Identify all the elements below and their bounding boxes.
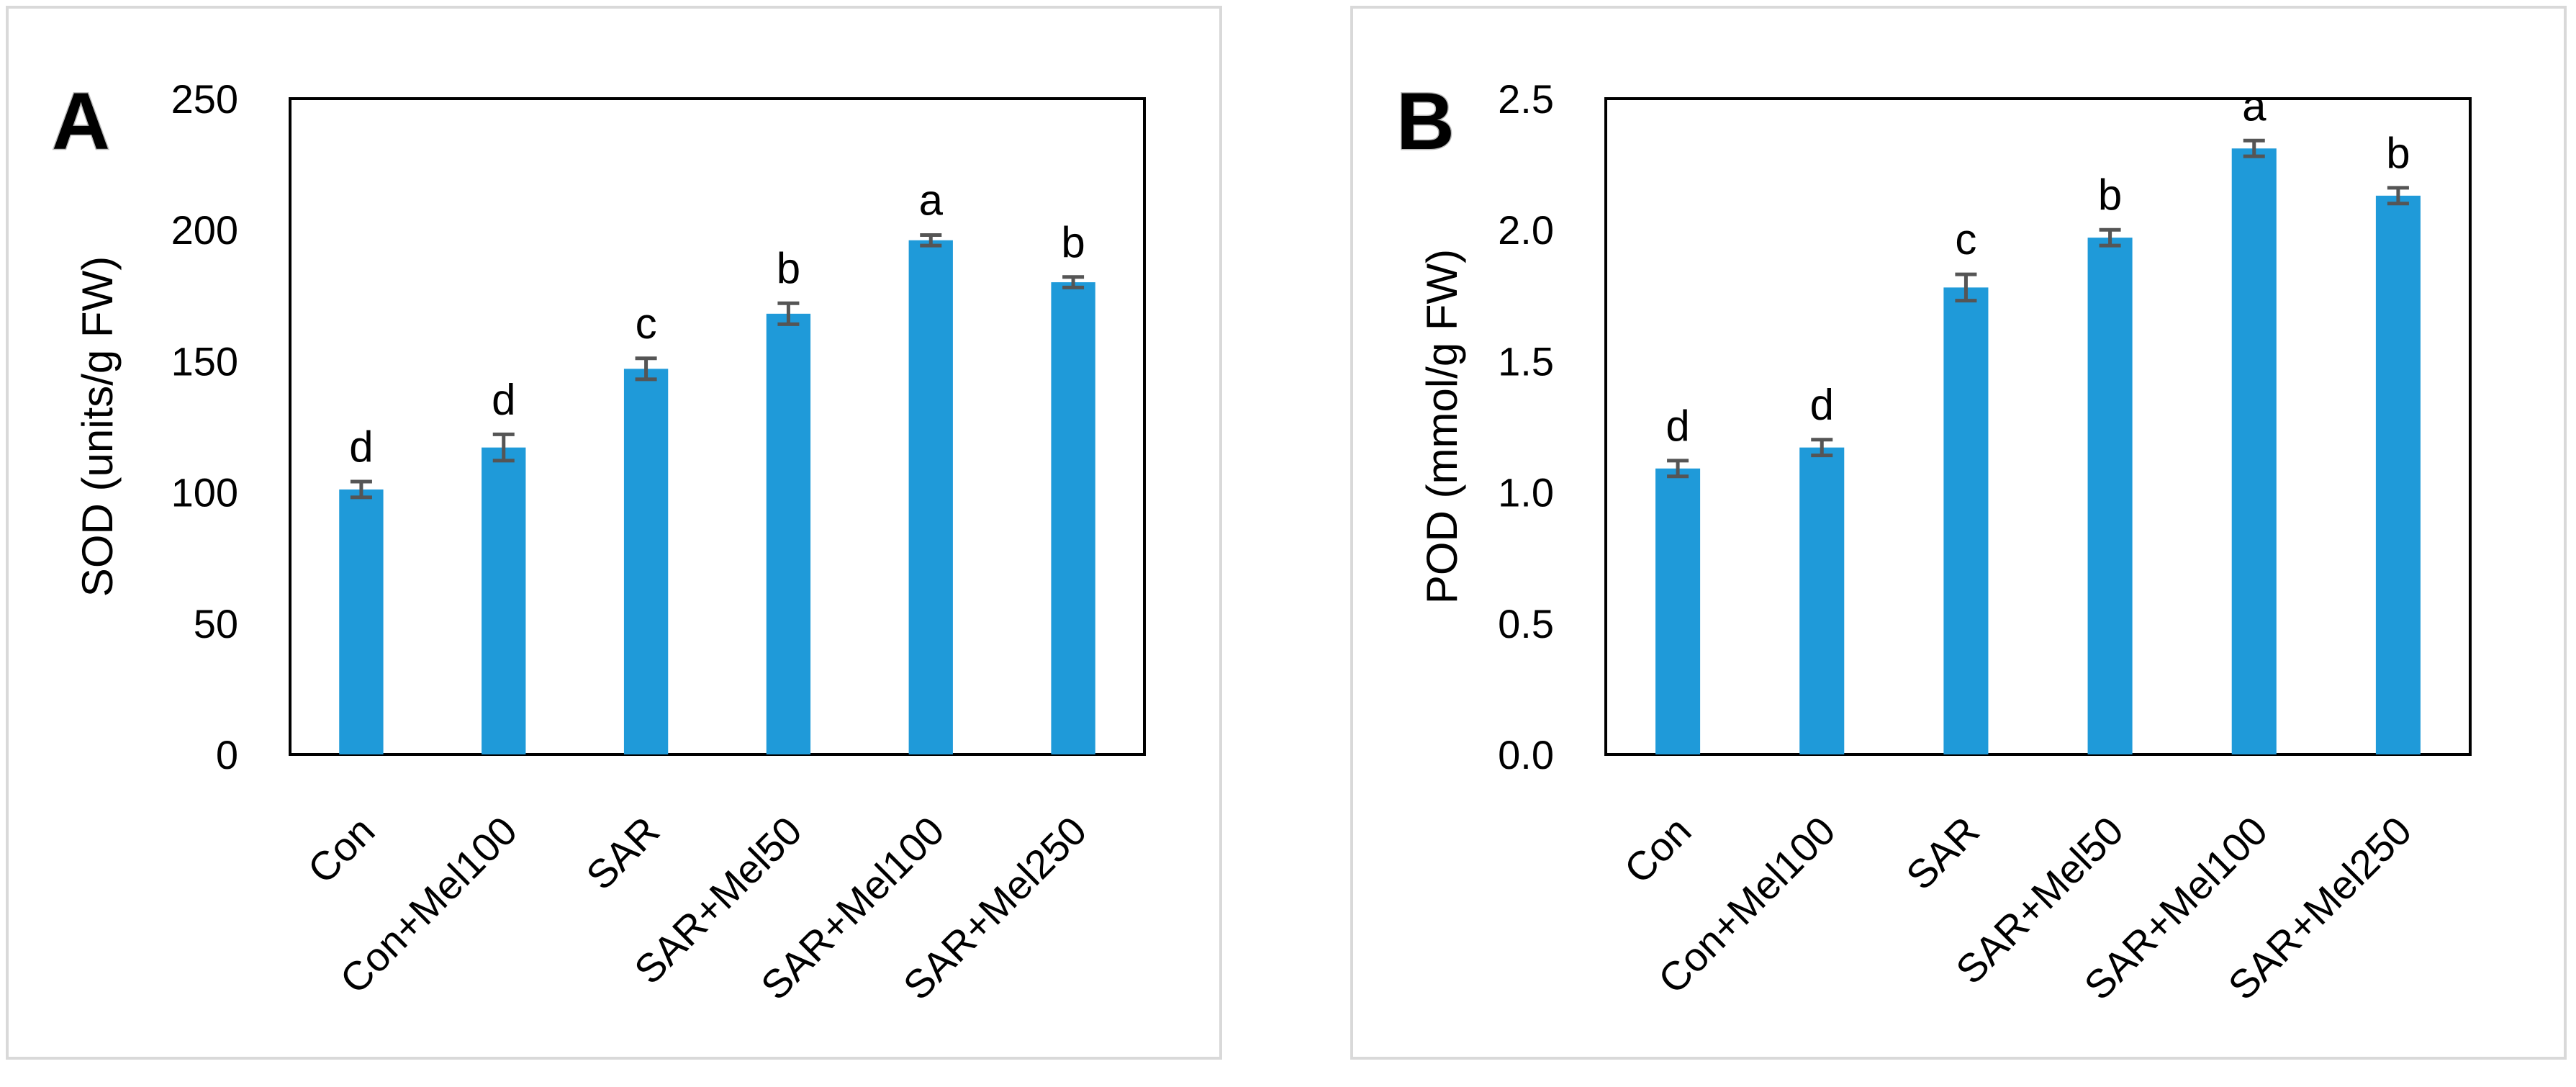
significance-letter: d — [1666, 402, 1689, 450]
y-axis-label: POD (mmol/g FW) — [1418, 249, 1466, 604]
error-bar — [1667, 459, 1689, 479]
y-tick-label: 100 — [171, 470, 238, 515]
y-tick-label: 200 — [171, 207, 238, 253]
significance-letter: d — [1810, 381, 1834, 429]
error-bar — [2099, 227, 2121, 248]
significance-letter: b — [1061, 218, 1085, 266]
significance-letter: b — [2386, 129, 2410, 177]
error-bar — [920, 233, 942, 248]
bar — [766, 313, 811, 755]
y-tick-label: 2.0 — [1498, 207, 1554, 253]
error-bar — [1811, 438, 1833, 458]
x-tick-label: SAR — [1897, 808, 1988, 898]
significance-letter: c — [1955, 215, 1976, 263]
significance-letter: a — [2242, 81, 2267, 130]
x-tick-label: Con — [1615, 808, 1699, 892]
error-bar — [1062, 275, 1085, 289]
bar — [2231, 148, 2277, 755]
y-tick-label: 0.0 — [1498, 732, 1554, 777]
error-bar — [492, 432, 515, 463]
bar — [1655, 468, 1701, 754]
plot-area-border — [1604, 97, 2472, 756]
bar — [482, 447, 526, 754]
significance-letter: a — [919, 176, 944, 224]
bar — [908, 240, 953, 754]
bar — [2087, 238, 2133, 755]
bar — [1943, 287, 1989, 754]
bar — [339, 489, 384, 754]
panel-label: B — [1396, 76, 1455, 166]
panel-frame — [1350, 6, 2567, 1060]
plot-area-border — [289, 97, 1146, 756]
significance-letter: b — [777, 244, 800, 292]
y-tick-label: 250 — [171, 76, 238, 122]
error-bar — [350, 479, 372, 500]
y-tick-label: 0 — [216, 732, 238, 777]
panel-frame — [6, 6, 1222, 1060]
x-tick-label: Con — [299, 808, 383, 892]
significance-letter: c — [636, 299, 657, 348]
bar — [2375, 195, 2421, 754]
y-tick-label: 50 — [194, 601, 238, 646]
error-bar — [2387, 186, 2409, 206]
y-tick-label: 0.5 — [1498, 601, 1554, 646]
error-bar — [2243, 138, 2265, 158]
y-tick-label: 1.0 — [1498, 470, 1554, 515]
error-bar — [777, 301, 800, 326]
y-tick-label: 1.5 — [1498, 338, 1554, 384]
bar — [623, 369, 669, 754]
significance-letter: d — [349, 423, 373, 471]
y-tick-label: 150 — [171, 338, 238, 384]
y-axis-label: SOD (units/g FW) — [73, 256, 122, 597]
y-tick-label: 2.5 — [1498, 76, 1554, 122]
significance-letter: d — [492, 375, 515, 423]
x-tick-label: SAR — [577, 808, 668, 898]
panel-label: A — [52, 76, 110, 166]
bar — [1799, 447, 1845, 754]
error-bar — [635, 356, 657, 382]
significance-letter: b — [2098, 171, 2122, 219]
error-bar — [1955, 272, 1977, 303]
bar — [1051, 282, 1095, 755]
